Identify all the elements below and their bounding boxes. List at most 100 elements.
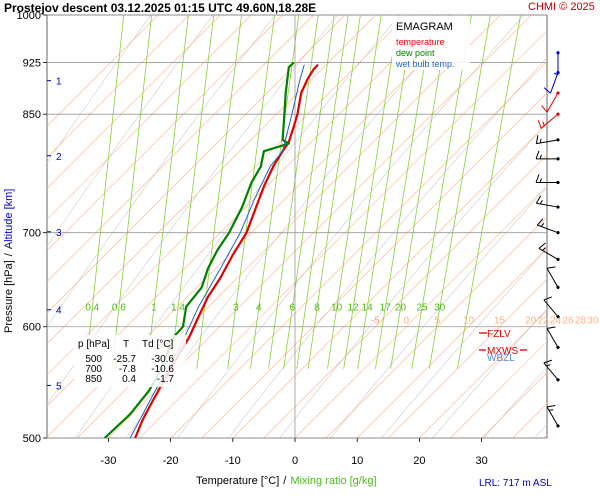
isotherm-label: -5 bbox=[371, 316, 380, 327]
mixing-ratio-line bbox=[250, 15, 300, 369]
dry-adiabat bbox=[586, 15, 600, 438]
wind-barb-half bbox=[542, 247, 547, 251]
wind-barb-dot bbox=[556, 51, 560, 55]
isotherm bbox=[170, 61, 547, 438]
dry-adiabat bbox=[177, 15, 525, 438]
mixing-ratio-line bbox=[428, 15, 491, 369]
mixing-ratio-label: 14 bbox=[362, 303, 374, 314]
chart-header-title: Prostejov descent 03.12.2025 01:15 UTC 4… bbox=[4, 1, 317, 15]
wind-barb bbox=[546, 266, 560, 289]
wind-barbs bbox=[535, 51, 560, 428]
wind-barb bbox=[537, 112, 560, 129]
wind-barb-full bbox=[543, 296, 553, 301]
wind-barb bbox=[535, 195, 560, 209]
isotherm-label: 10 bbox=[463, 316, 475, 327]
pressure-tick-label: 500 bbox=[23, 433, 41, 445]
wind-barb-staff bbox=[543, 362, 559, 381]
isotherm bbox=[47, 15, 159, 127]
pressure-tick-label: 600 bbox=[23, 322, 41, 334]
mixing-ratio-line bbox=[227, 15, 275, 369]
altitude-tick-label: 5 bbox=[56, 381, 62, 392]
wind-barb bbox=[541, 91, 560, 113]
table-row-700-t: -7.8 bbox=[119, 364, 137, 375]
mixing-ratio-line bbox=[296, 15, 349, 369]
isotherm-label: 22 bbox=[538, 316, 550, 327]
isotherm bbox=[47, 15, 221, 189]
wind-barb-half bbox=[539, 199, 543, 205]
wind-barb-full bbox=[546, 266, 556, 269]
wind-barb-staff bbox=[546, 406, 559, 427]
temperature-tick-label: 20 bbox=[413, 455, 425, 467]
temperature-tick-label: 0 bbox=[292, 455, 298, 467]
wind-barb-full bbox=[538, 242, 546, 249]
mixing-ratio-line bbox=[343, 15, 399, 369]
mixing-ratio-label: 3 bbox=[233, 303, 239, 314]
wind-barb-full bbox=[537, 120, 542, 129]
wind-barb-dot bbox=[556, 231, 560, 235]
legend: EMAGRAM temperature dew point wet bulb t… bbox=[392, 16, 470, 70]
wind-barb-staff bbox=[536, 202, 559, 208]
wind-barb-half bbox=[539, 178, 542, 183]
mixing-ratio-line bbox=[111, 15, 153, 369]
fzlv-label: FZLV bbox=[487, 329, 511, 340]
wind-barb bbox=[536, 218, 560, 235]
wind-barb-dot bbox=[556, 378, 560, 382]
table-row-850-t: 0.4 bbox=[122, 374, 136, 385]
summary-table-box bbox=[74, 335, 186, 387]
dry-adiabat bbox=[47, 15, 152, 164]
wind-barb-dot bbox=[556, 180, 560, 185]
x-axis-title-separator: / bbox=[283, 475, 287, 487]
wind-barb bbox=[546, 404, 560, 428]
table-row-850-td: -1.7 bbox=[157, 374, 175, 385]
isotherm bbox=[356, 247, 547, 438]
mixing-ratio-line bbox=[146, 15, 189, 369]
altitude-tick-label: 3 bbox=[56, 228, 62, 239]
legend-box bbox=[392, 16, 470, 70]
mixing-ratio-label: 25 bbox=[416, 303, 428, 314]
table-row-500-t: -25.7 bbox=[113, 354, 136, 365]
mixing-ratio-label: 30 bbox=[434, 303, 446, 314]
copyright-label: CHMI © 2025 bbox=[528, 1, 595, 13]
wind-barb-full bbox=[536, 218, 544, 226]
y-axis-title-separator: / bbox=[3, 252, 15, 256]
isotherm bbox=[47, 15, 252, 220]
wind-barb-full bbox=[535, 135, 539, 144]
wind-barb-staff bbox=[538, 247, 559, 260]
table-row-700-td: -10.6 bbox=[151, 364, 174, 375]
wind-barb-staff bbox=[540, 113, 559, 129]
wind-barb-staff bbox=[546, 328, 559, 348]
pressure-tick-label: 850 bbox=[23, 109, 41, 121]
isotherm bbox=[263, 154, 547, 438]
mixing-ratio-axis-title: Mixing ratio [g/kg] bbox=[290, 475, 376, 487]
mixing-ratio-line bbox=[457, 15, 522, 369]
isotherm bbox=[325, 216, 547, 438]
isotherm bbox=[543, 434, 547, 438]
mxws-label: MXWS bbox=[487, 346, 518, 357]
wind-barb-half bbox=[546, 364, 551, 367]
mixing-ratio-label: 17 bbox=[380, 303, 392, 314]
isotherm-label: 0 bbox=[403, 316, 409, 327]
altitude-axis-title: Altitude [km] bbox=[3, 189, 15, 250]
mixing-ratio-line bbox=[85, 15, 125, 369]
mixing-ratio-label: 0.6 bbox=[112, 303, 126, 314]
table-header-td: Td [°C] bbox=[142, 339, 173, 350]
dry-adiabat bbox=[228, 57, 547, 438]
isotherm bbox=[47, 15, 190, 158]
isotherm bbox=[47, 15, 346, 314]
mixing-ratio-line bbox=[170, 15, 215, 369]
wind-barb-half bbox=[540, 222, 545, 227]
mixing-ratio-label: 0.4 bbox=[85, 303, 99, 314]
temperature-tick-label: 10 bbox=[351, 455, 363, 467]
table-row-500-p: 500 bbox=[85, 354, 102, 365]
table-row-850-p: 850 bbox=[85, 374, 102, 385]
wind-barb bbox=[543, 296, 560, 319]
mixing-ratio-line bbox=[357, 15, 414, 369]
legend-item-dew-point: dew point bbox=[396, 48, 435, 58]
temperature-tick-label: -10 bbox=[225, 455, 241, 467]
altitude-tick-label: 4 bbox=[56, 306, 62, 317]
temperature-tick-label: -30 bbox=[100, 455, 116, 467]
altitude-tick-label: 2 bbox=[56, 152, 62, 163]
mixing-ratio-line bbox=[307, 15, 361, 369]
dry-adiabat bbox=[279, 122, 547, 438]
wind-barb-staff bbox=[537, 224, 559, 234]
